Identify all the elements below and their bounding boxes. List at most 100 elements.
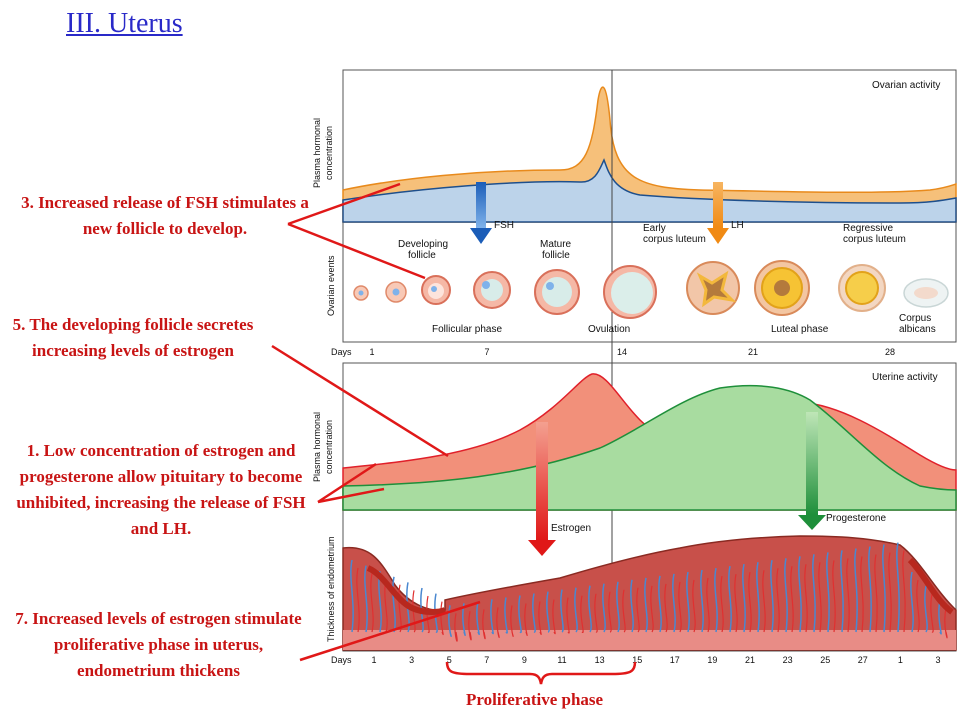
artery-vessel xyxy=(874,554,878,633)
top-days-axis: 1 7 14 21 28 xyxy=(369,347,895,357)
artery-vessel xyxy=(538,601,542,635)
gland-vessel xyxy=(854,548,858,633)
gland-vessel xyxy=(882,544,886,633)
artery-vessel xyxy=(412,590,416,633)
bottom-day-tick: 25 xyxy=(820,655,830,665)
artery-vessel xyxy=(664,583,668,633)
mature-follicle-label-1: Mature xyxy=(540,239,572,250)
lh-label: LH xyxy=(731,220,744,231)
gland-vessel xyxy=(938,599,942,635)
regressive-corpus-luteum-label-2: corpus luteum xyxy=(843,234,906,245)
artery-vessel xyxy=(790,566,794,633)
artery-vessel xyxy=(594,593,598,633)
follicular-phase-label: Follicular phase xyxy=(432,324,502,335)
artery-vessel xyxy=(804,564,808,633)
endometrial-glands xyxy=(350,542,948,642)
y-label-endometrium: Thickness of endometrium xyxy=(326,536,336,642)
top-day-tick: 28 xyxy=(885,347,895,357)
artery-vessel xyxy=(762,570,766,633)
note-proliferative-phase: 7. Increased levels of estrogen stimulat… xyxy=(15,609,302,680)
top-day-tick: 21 xyxy=(748,347,758,357)
bottom-day-tick: 1 xyxy=(371,655,376,665)
gland-vessel xyxy=(826,552,830,633)
progesterone-label: Progesterone xyxy=(826,513,886,524)
gland-vessel xyxy=(756,562,760,633)
bottom-day-tick: 13 xyxy=(595,655,605,665)
ovulation-label: Ovulation xyxy=(588,324,630,335)
artery-vessel xyxy=(510,605,514,637)
fsh-arrow xyxy=(470,182,492,244)
artery-vessel xyxy=(524,603,528,636)
gland-vessel xyxy=(700,569,704,633)
estrogen-label: Estrogen xyxy=(551,523,591,534)
gland-vessel xyxy=(476,601,480,635)
regressive-corpus-luteum-label-1: Regressive xyxy=(843,223,893,234)
early-corpus-luteum-label-2: corpus luteum xyxy=(643,234,706,245)
bottom-days-label: Days xyxy=(331,655,352,665)
mature-follicle-label-2: follicle xyxy=(542,250,570,261)
gland-vessel xyxy=(672,573,676,633)
artery-vessel xyxy=(636,587,640,633)
gland-vessel xyxy=(630,579,634,633)
gland-vessel xyxy=(644,577,648,633)
gland-vessel xyxy=(532,593,536,633)
top-day-tick: 7 xyxy=(484,347,489,357)
gland-vessel xyxy=(574,587,578,633)
estrogen-arrow xyxy=(528,422,556,556)
corpus-albicans-label-2: albicans xyxy=(899,324,936,335)
developing-follicle-label-2: follicle xyxy=(408,250,436,261)
bottom-day-tick: 27 xyxy=(858,655,868,665)
artery-vessel xyxy=(930,593,934,633)
gland-vessel xyxy=(728,565,732,633)
artery-vessel xyxy=(748,571,752,633)
bottom-day-tick: 5 xyxy=(447,655,452,665)
artery-vessel xyxy=(566,597,570,634)
artery-vessel xyxy=(440,601,444,635)
bottom-day-tick: 3 xyxy=(935,655,940,665)
early-corpus-luteum-label-1: Early xyxy=(643,223,666,234)
gland-vessel xyxy=(686,571,690,633)
gland-vessel xyxy=(490,599,494,635)
bottom-day-tick: 19 xyxy=(707,655,717,665)
gland-vessel xyxy=(420,587,424,633)
bottom-day-tick: 11 xyxy=(557,655,566,665)
corpus-albicans-label-1: Corpus xyxy=(899,313,931,324)
gland-vessel xyxy=(714,567,718,633)
gland-vessel xyxy=(504,597,508,634)
artery-vessel xyxy=(818,562,822,633)
bottom-day-tick: 7 xyxy=(484,655,489,665)
artery-vessel xyxy=(398,584,402,633)
lh-arrow xyxy=(707,182,729,244)
gland-vessel xyxy=(518,595,522,634)
artery-vessel xyxy=(888,552,892,633)
y-label-events: Ovarian events xyxy=(326,255,336,316)
artery-vessel xyxy=(776,568,780,633)
gland-vessel xyxy=(406,582,410,633)
bottom-day-tick: 21 xyxy=(745,655,755,665)
proliferative-brace xyxy=(445,661,637,685)
gland-vessel xyxy=(588,585,592,633)
artery-vessel xyxy=(832,560,836,633)
endometrium-illustration xyxy=(342,535,957,651)
bottom-day-tick: 23 xyxy=(783,655,793,665)
gland-vessel xyxy=(742,563,746,633)
artery-vessel xyxy=(678,581,682,633)
gland-vessel xyxy=(924,585,928,633)
artery-vessel xyxy=(916,579,920,633)
slide-title: III. Uterus xyxy=(66,8,183,39)
artery-vessel xyxy=(734,573,738,633)
artery-vessel xyxy=(846,558,850,633)
artery-vessel xyxy=(356,567,360,633)
y-label-top-1: Plasma hormonal xyxy=(312,118,322,188)
note-low-concentration: 1. Low concentration of estrogen and pro… xyxy=(16,441,306,538)
gland-vessel xyxy=(868,546,872,633)
artery-vessel xyxy=(426,595,430,634)
artery-vessel xyxy=(454,613,458,642)
fsh-label: FSH xyxy=(494,220,514,231)
gland-vessel xyxy=(392,576,396,633)
artery-vessel xyxy=(720,575,724,633)
artery-vessel xyxy=(650,585,654,633)
proliferative-phase-label: Proliferative phase xyxy=(466,690,604,709)
y-label-mid-1: Plasma hormonal xyxy=(312,412,322,482)
